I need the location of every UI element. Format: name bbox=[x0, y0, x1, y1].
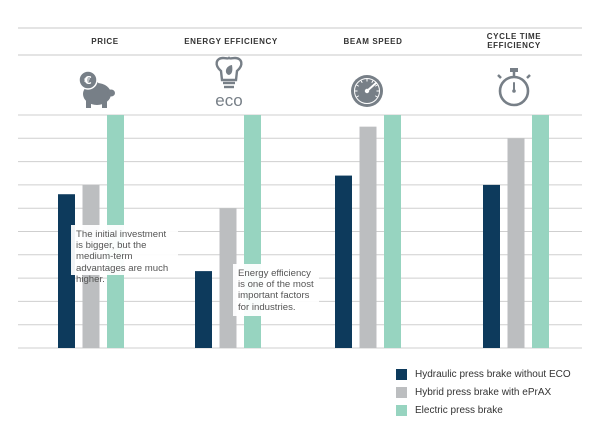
category-label: CYCLE TIME EFFICIENCY bbox=[487, 32, 542, 50]
legend-swatch bbox=[396, 404, 407, 416]
legend-swatch bbox=[396, 386, 407, 398]
legend-label: Hybrid press brake with ePrAX bbox=[415, 386, 552, 398]
annotation-price: The initial investment is bigger, but th… bbox=[71, 225, 178, 285]
eco-label: eco bbox=[215, 91, 242, 110]
bar-hydraulic bbox=[335, 175, 352, 348]
annotation-energy: Energy efficiency is one of the most imp… bbox=[233, 264, 319, 316]
category-labels: PRICE ENERGY EFFICIENCY BEAM SPEED CYCLE TI… bbox=[91, 32, 542, 50]
bar-hybrid bbox=[507, 138, 525, 348]
stopwatch-icon bbox=[497, 68, 531, 107]
speedometer-icon bbox=[351, 75, 383, 107]
category-label: ENERGY EFFICIENCY bbox=[184, 37, 278, 46]
piggy-bank-euro-icon: € bbox=[78, 70, 115, 108]
category-icons: € eco bbox=[78, 56, 531, 110]
legend-item: Electric press brake bbox=[396, 401, 571, 419]
bar-hybrid bbox=[359, 126, 377, 349]
legend-item: Hybrid press brake with ePrAX bbox=[396, 383, 571, 401]
bar-hydraulic bbox=[483, 184, 500, 348]
legend-label: Electric press brake bbox=[415, 404, 503, 416]
legend-swatch bbox=[396, 368, 407, 380]
bar-electric bbox=[384, 115, 401, 348]
category-label: PRICE bbox=[91, 37, 119, 46]
bar-electric bbox=[532, 115, 549, 348]
legend-item: Hydraulic press brake without ECO bbox=[396, 365, 571, 383]
legend: Hydraulic press brake without ECO Hybrid… bbox=[396, 365, 571, 419]
bar-hybrid bbox=[219, 208, 237, 348]
category-label: BEAM SPEED bbox=[344, 37, 403, 46]
bar-hydraulic bbox=[195, 271, 212, 348]
eco-bulb-icon: eco bbox=[215, 56, 243, 110]
bar-hydraulic bbox=[58, 194, 75, 348]
svg-text:€: € bbox=[83, 74, 92, 87]
legend-label: Hydraulic press brake without ECO bbox=[415, 368, 571, 380]
